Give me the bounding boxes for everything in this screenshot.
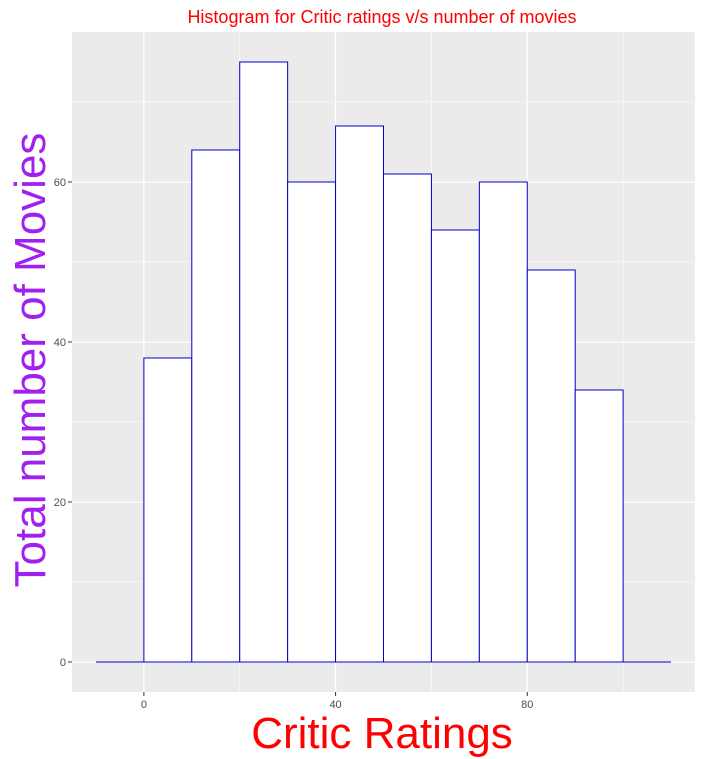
- histogram-bar: [143, 357, 193, 663]
- y-tick-label: 60: [54, 177, 66, 189]
- y-tick-label: 0: [60, 657, 66, 669]
- histogram-bar: [430, 229, 480, 663]
- chart-title: Histogram for Critic ratings v/s number …: [187, 7, 576, 27]
- x-axis: 0 40 80: [141, 692, 533, 711]
- histogram-bar: [526, 269, 576, 663]
- x-tick-label: 40: [329, 699, 341, 711]
- histogram-bar: [335, 125, 385, 663]
- histogram-bar: [383, 173, 432, 663]
- histogram-bar: [574, 389, 624, 663]
- histogram-bars: [95, 61, 672, 663]
- x-tick-label: 0: [141, 699, 147, 711]
- x-tick-label: 80: [521, 699, 533, 711]
- histogram-bar: [478, 181, 528, 663]
- x-axis-label: Critic Ratings: [251, 709, 513, 758]
- histogram-bar: [191, 149, 241, 663]
- y-tick-label: 40: [54, 337, 66, 349]
- histogram-bar: [239, 61, 289, 663]
- histogram-bar: [287, 181, 337, 663]
- y-axis: 0 20 40 60: [54, 177, 72, 669]
- y-axis-label: Total number of Movies: [6, 133, 55, 588]
- y-tick-label: 20: [54, 497, 66, 509]
